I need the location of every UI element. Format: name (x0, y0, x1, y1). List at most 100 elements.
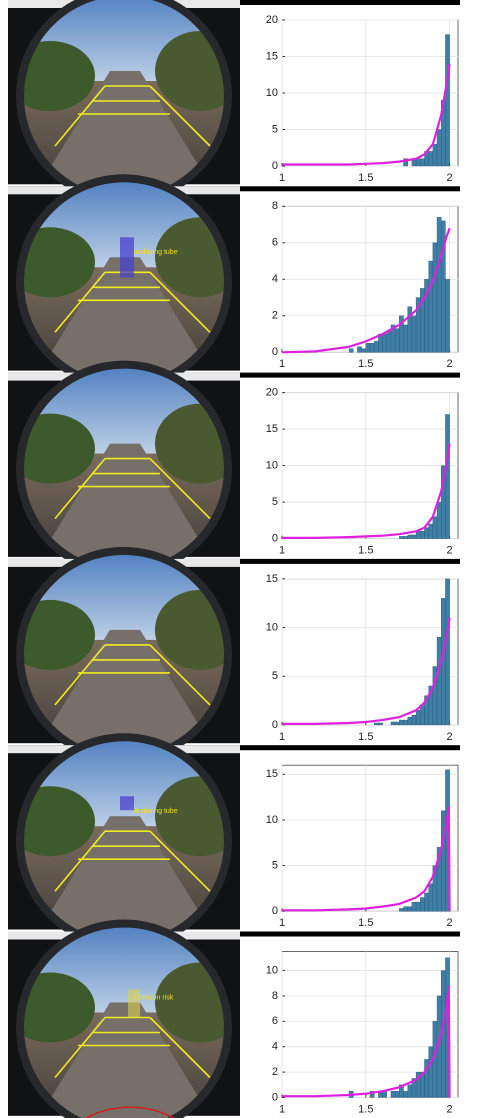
histogram-bar (373, 341, 379, 353)
histogram-bar (407, 716, 413, 726)
y-tick-label: 10 (266, 964, 278, 976)
lens-rim (16, 919, 232, 1118)
histogram-bar (399, 536, 404, 539)
histogram-bar (373, 722, 379, 726)
histogram-bar (403, 1090, 408, 1098)
histogram-bar (415, 710, 421, 726)
x-tick-label: 2 (447, 545, 453, 557)
x-tick-label: 1.5 (358, 172, 373, 184)
histogram-bar (407, 534, 413, 539)
histogram-bar (348, 348, 354, 353)
separator-bar (240, 931, 460, 937)
x-tick-label: 2 (447, 917, 453, 929)
histogram-bar (445, 414, 450, 539)
histogram-bar (441, 810, 446, 912)
histogram-bar (407, 906, 413, 912)
histogram-bar (365, 342, 371, 353)
histogram-bar (386, 330, 392, 353)
separator-bar (240, 0, 460, 5)
obstacle-box (128, 989, 140, 1018)
y-tick-label: 15 (266, 423, 278, 435)
y-tick-label: 20 (266, 387, 278, 399)
histogram-bar (411, 315, 417, 353)
histogram-bar (407, 1084, 413, 1098)
x-tick-label: 1.5 (358, 1103, 373, 1115)
pedestrian-box (120, 796, 134, 811)
histogram-bar (357, 346, 362, 353)
histogram-bar (403, 719, 408, 726)
histogram-bar (411, 901, 417, 912)
y-tick-label: 5 (272, 859, 278, 871)
y-tick-label: 15 (266, 573, 278, 585)
histogram-bar (428, 883, 434, 912)
histogram-bar (382, 333, 387, 353)
histogram-bar (420, 158, 425, 167)
guide-lines (54, 830, 211, 892)
guide-lines (54, 644, 211, 706)
road (30, 816, 220, 946)
road (30, 71, 220, 200)
x-tick-label: 1 (279, 358, 285, 370)
fit-curve (282, 443, 451, 539)
road (30, 629, 220, 759)
histogram-bar (390, 721, 396, 726)
histogram-bar (369, 342, 375, 353)
fit-curve (282, 806, 451, 912)
histogram-bar (436, 129, 442, 167)
histogram-bar (403, 158, 408, 167)
fit-curve (282, 63, 451, 166)
y-tick-label: 0 (272, 719, 278, 731)
separator-bar (240, 372, 460, 378)
histogram-bar (432, 242, 438, 353)
y-tick-label: 20 (266, 14, 278, 26)
histogram-bar (369, 1090, 375, 1098)
histogram-bar (424, 527, 429, 539)
histogram-bar (415, 158, 421, 167)
histogram-bar (361, 348, 367, 353)
histogram-bar (390, 1090, 396, 1098)
separator-bar (240, 186, 460, 192)
x-tick-label: 1.5 (358, 731, 373, 743)
fit-curve (281, 227, 451, 354)
fit-curve (282, 985, 451, 1098)
y-tick-label: 4 (272, 1041, 278, 1053)
histogram-bar (445, 578, 450, 726)
y-tick-label: 0 (272, 346, 278, 358)
histogram-bar (378, 722, 383, 726)
histogram-bar (403, 324, 408, 353)
x-tick-label: 1.5 (358, 917, 373, 929)
road (30, 443, 220, 573)
y-tick-label: 10 (266, 87, 278, 99)
guide-lines (54, 457, 211, 520)
y-tick-label: 8 (272, 990, 278, 1002)
histogram-bar (420, 897, 425, 912)
y-tick-label: 8 (272, 200, 278, 212)
x-tick-label: 1.5 (358, 358, 373, 370)
y-tick-label: 2 (272, 1066, 278, 1078)
x-tick-label: 1 (279, 1103, 285, 1115)
y-tick-label: 0 (272, 905, 278, 917)
x-tick-label: 1 (279, 545, 285, 557)
y-tick-label: 0 (272, 1091, 278, 1103)
separator-bar (240, 745, 460, 751)
y-tick-label: 15 (266, 50, 278, 62)
x-tick-label: 2 (447, 172, 453, 184)
histogram-bar (428, 523, 434, 539)
histogram-bar (403, 906, 408, 912)
histogram-bar (415, 531, 421, 539)
guide-lines (54, 1016, 211, 1079)
collision-arc (85, 1106, 175, 1118)
histogram-bar (432, 516, 438, 539)
x-tick-label: 1 (279, 172, 285, 184)
y-tick-label: 6 (272, 1015, 278, 1027)
frame-label: Collision risk (134, 994, 174, 1001)
histogram-bar (445, 279, 450, 353)
y-tick-label: 10 (266, 814, 278, 826)
x-tick-label: 2 (447, 1103, 453, 1115)
y-tick-label: 0 (272, 160, 278, 172)
histogram-bar (428, 151, 434, 167)
y-tick-label: 15 (266, 768, 278, 780)
road (30, 257, 220, 387)
histogram-bar (394, 328, 400, 353)
histogram-bar (445, 34, 450, 167)
